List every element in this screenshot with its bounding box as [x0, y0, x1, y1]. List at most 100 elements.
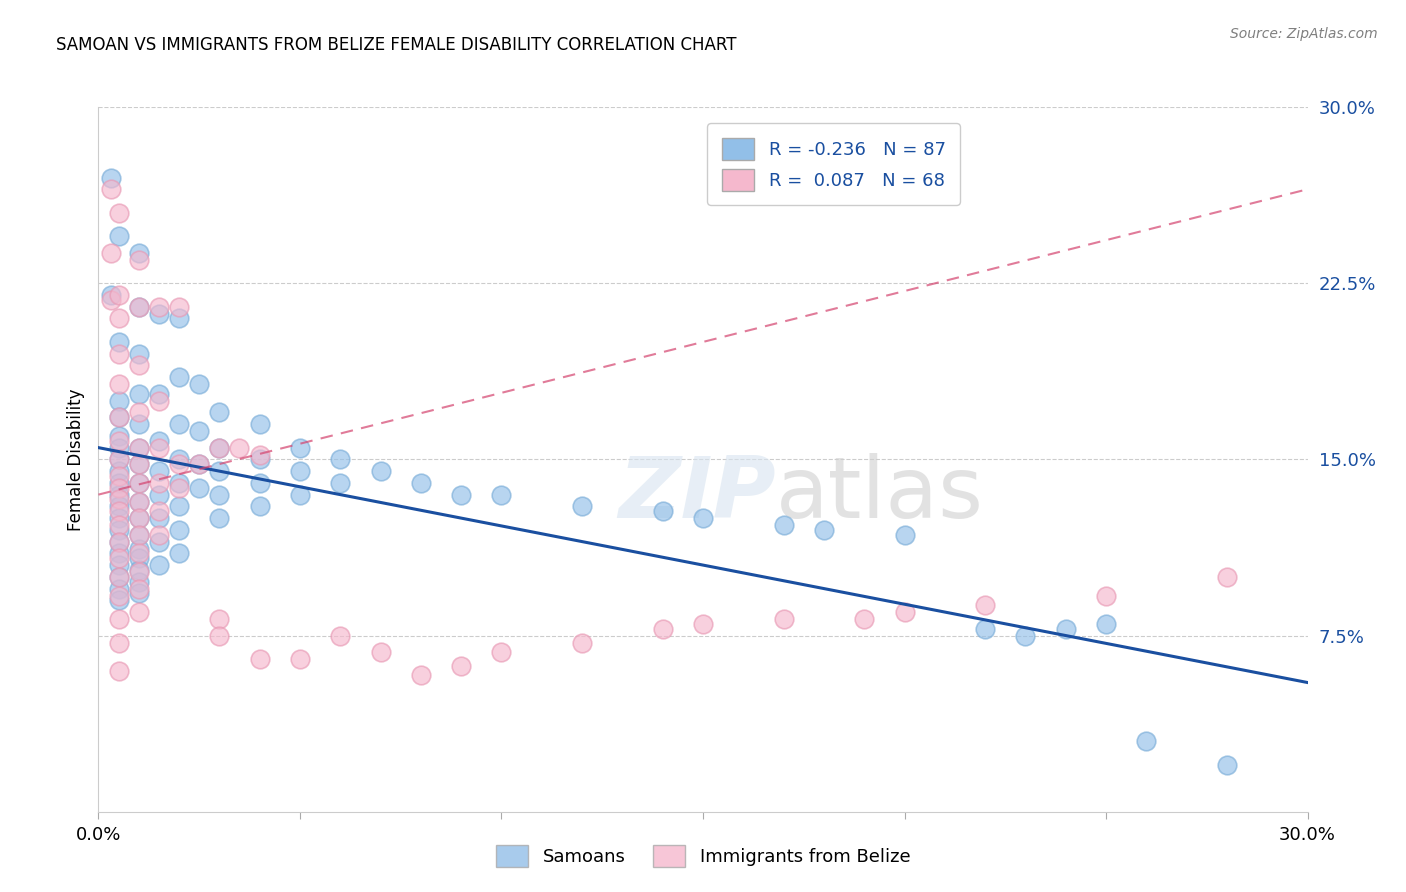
Point — [107, 518, 129, 533]
Point — [128, 541, 150, 556]
Point — [370, 645, 392, 659]
Point — [288, 464, 311, 478]
Point — [1095, 589, 1118, 603]
Point — [188, 424, 211, 438]
Point — [288, 652, 311, 666]
Point — [107, 664, 129, 678]
Point — [107, 468, 129, 483]
Point — [148, 487, 170, 501]
Point — [128, 300, 150, 314]
Point — [107, 582, 129, 596]
Point — [188, 377, 211, 392]
Point — [107, 612, 129, 626]
Point — [167, 457, 190, 471]
Point — [128, 527, 150, 541]
Point — [148, 307, 170, 321]
Point — [1216, 757, 1239, 772]
Point — [1054, 622, 1077, 636]
Point — [208, 441, 231, 455]
Point — [148, 434, 170, 448]
Point — [167, 481, 190, 495]
Point — [651, 504, 673, 518]
Point — [128, 386, 150, 401]
Point — [148, 386, 170, 401]
Point — [107, 589, 129, 603]
Y-axis label: Female Disability: Female Disability — [66, 388, 84, 531]
Point — [148, 300, 170, 314]
Point — [128, 441, 150, 455]
Point — [409, 475, 432, 490]
Point — [107, 534, 129, 549]
Point — [249, 652, 271, 666]
Point — [329, 452, 352, 467]
Point — [128, 475, 150, 490]
Point — [167, 417, 190, 431]
Point — [128, 457, 150, 471]
Point — [571, 635, 593, 649]
Point — [107, 523, 129, 537]
Point — [651, 622, 673, 636]
Point — [167, 452, 190, 467]
Point — [107, 534, 129, 549]
Point — [128, 359, 150, 373]
Point — [107, 410, 129, 425]
Point — [329, 628, 352, 642]
Point — [571, 500, 593, 514]
Point — [107, 475, 129, 490]
Point — [128, 574, 150, 589]
Point — [208, 628, 231, 642]
Point — [228, 441, 250, 455]
Point — [100, 245, 122, 260]
Point — [107, 570, 129, 584]
Point — [249, 500, 271, 514]
Point — [128, 494, 150, 508]
Point — [107, 452, 129, 467]
Point — [107, 346, 129, 360]
Point — [107, 441, 129, 455]
Point — [249, 452, 271, 467]
Point — [100, 293, 122, 307]
Point — [107, 334, 129, 349]
Point — [148, 534, 170, 549]
Legend: Samoans, Immigrants from Belize: Samoans, Immigrants from Belize — [488, 838, 918, 874]
Point — [208, 405, 231, 419]
Point — [288, 487, 311, 501]
Point — [148, 558, 170, 573]
Point — [107, 504, 129, 518]
Point — [100, 288, 122, 302]
Point — [107, 500, 129, 514]
Point — [128, 405, 150, 419]
Point — [167, 370, 190, 384]
Point — [148, 475, 170, 490]
Text: ZIP: ZIP — [617, 453, 776, 536]
Point — [1135, 734, 1157, 748]
Point — [128, 511, 150, 525]
Text: SAMOAN VS IMMIGRANTS FROM BELIZE FEMALE DISABILITY CORRELATION CHART: SAMOAN VS IMMIGRANTS FROM BELIZE FEMALE … — [56, 36, 737, 54]
Point — [288, 441, 311, 455]
Point — [208, 487, 231, 501]
Point — [249, 417, 271, 431]
Point — [107, 464, 129, 478]
Point — [128, 475, 150, 490]
Point — [692, 616, 714, 631]
Point — [128, 582, 150, 596]
Point — [772, 612, 794, 626]
Point — [128, 563, 150, 577]
Point — [128, 252, 150, 267]
Point — [813, 523, 835, 537]
Point — [167, 500, 190, 514]
Point — [107, 393, 129, 408]
Point — [853, 612, 876, 626]
Point — [107, 511, 129, 525]
Point — [107, 593, 129, 607]
Point — [148, 393, 170, 408]
Point — [1095, 616, 1118, 631]
Point — [188, 481, 211, 495]
Point — [107, 410, 129, 425]
Point — [249, 475, 271, 490]
Text: Source: ZipAtlas.com: Source: ZipAtlas.com — [1230, 27, 1378, 41]
Point — [893, 605, 915, 619]
Point — [128, 245, 150, 260]
Point — [450, 659, 472, 673]
Text: atlas: atlas — [776, 453, 984, 536]
